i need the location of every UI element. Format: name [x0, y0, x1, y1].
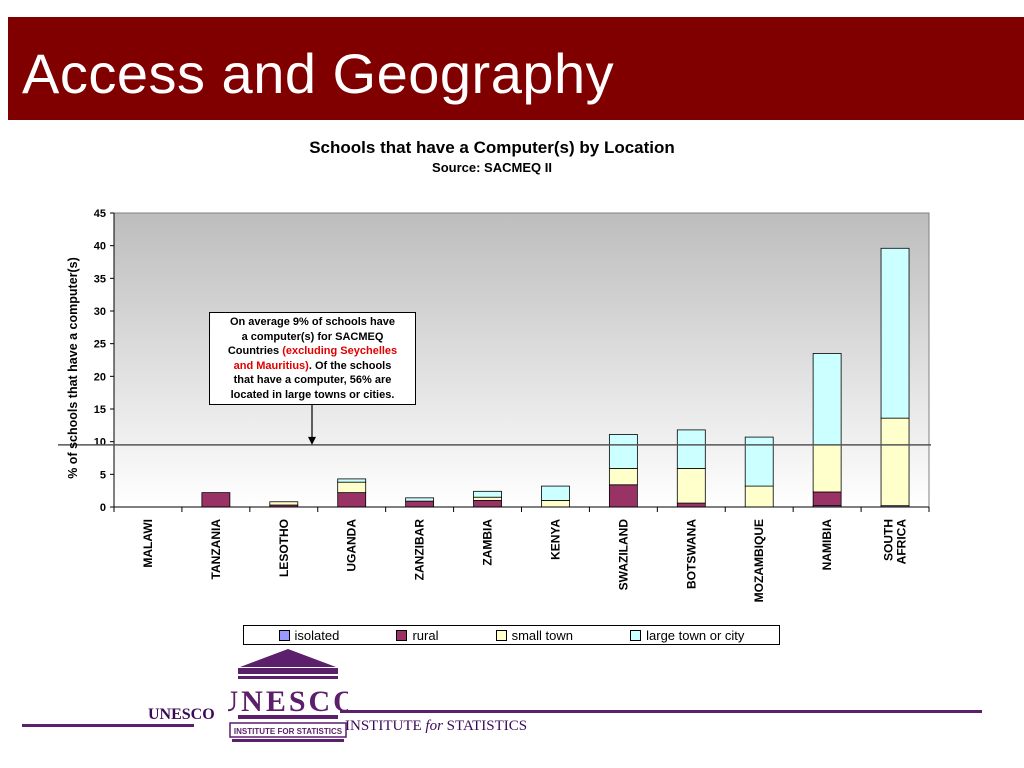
y-tick-label: 5 — [100, 469, 106, 481]
bar-small-town — [473, 496, 502, 501]
legend-label-isolated: isolated — [294, 627, 340, 643]
y-tick-label: 10 — [94, 437, 106, 449]
bar-small-town — [676, 468, 706, 504]
y-tick-label: 25 — [94, 339, 106, 351]
bar-large-town-or-city — [473, 490, 502, 498]
x-tick-label: ZAMBIA — [481, 519, 495, 566]
x-axis: MALAWI TANZANIA LESOTHO UGANDA ZANZIBAR ZAMBI… — [113, 506, 930, 602]
annotation-line-3: Countries — [227, 345, 283, 357]
institute-suffix: STATISTICS — [442, 718, 528, 734]
x-tick-label: SWAZILAND — [616, 519, 630, 591]
bar-small-town — [608, 468, 638, 486]
x-tick-label: TANZANIA — [209, 519, 223, 580]
chart: 0 5 10 15 20 25 30 35 40 45 MALAWI TANZANIA LESOTHO… — [58, 208, 931, 602]
slide-title: Access and Geography — [22, 42, 615, 105]
y-tick-label: 15 — [94, 404, 106, 416]
unesco-wordmark: UNESCO — [148, 706, 215, 723]
x-tick-label: KENYA — [548, 519, 562, 560]
legend-item-rural: rural — [396, 628, 438, 643]
logo-bottom-bar — [232, 739, 344, 742]
y-tick-label: 20 — [94, 371, 106, 383]
legend-item-small-town: small town — [495, 627, 574, 643]
bar-rural — [676, 502, 706, 508]
bar-small-town — [337, 481, 367, 494]
bar-large-town-or-city — [608, 434, 638, 469]
logo-subtext: INSTITUTE FOR STATISTICS — [234, 727, 343, 736]
legend-swatch-small-town — [495, 629, 507, 641]
bar-small-town — [744, 485, 774, 508]
chart-subtitle: Source: SACMEQ II — [432, 160, 552, 175]
bar-rural — [608, 484, 638, 508]
y-tick-label: 40 — [94, 241, 106, 253]
legend: isolated rural small town large town or … — [243, 625, 780, 645]
title-banner: Access and Geography — [8, 17, 1024, 120]
annotation-line-2: a computer(s) for SACMEQ — [241, 330, 384, 343]
logo-base — [238, 715, 338, 719]
x-tick-label: UGANDA — [345, 519, 359, 572]
annotation-line-4: . Of the schools — [308, 359, 392, 372]
bar-small-town — [269, 501, 299, 506]
annotation-line-5: that have a computer, 56% are — [233, 374, 392, 386]
bar-large-town-or-city — [812, 353, 842, 446]
logo-architrave-lower — [238, 676, 338, 679]
annotation-highlight-2: and Mauritius) — [233, 359, 309, 372]
bar-small-town — [812, 444, 842, 493]
institute-name: INSTITUTE for STATISTICS — [345, 718, 527, 735]
bar-rural — [812, 491, 842, 507]
bar-large-town-or-city — [405, 497, 435, 502]
bars — [201, 247, 910, 508]
y-tick-label: 45 — [94, 208, 106, 220]
legend-label-large-town: large town or city — [646, 627, 745, 643]
bar-large-town-or-city — [541, 485, 570, 501]
x-tick-label: MOZAMBIQUE — [752, 519, 766, 602]
institute-for: for — [425, 718, 443, 734]
legend-swatch-isolated — [278, 629, 290, 641]
logo-pediment — [240, 649, 336, 667]
bar-rural — [405, 500, 435, 508]
legend-swatch-large-town — [630, 629, 642, 641]
bar-rural — [473, 500, 502, 508]
logo-subtext-box — [229, 722, 347, 738]
bar-large-town-or-city — [337, 478, 367, 483]
y-tick-label: 35 — [94, 273, 106, 285]
annotation-line-6: located in large towns or cities. — [230, 388, 395, 401]
institute-prefix: INSTITUTE — [345, 718, 426, 734]
footer-line-right — [340, 710, 982, 713]
x-tick-label: LESOTHO — [277, 519, 291, 577]
y-tick-label: 0 — [100, 502, 106, 514]
chart-title: Schools that have a Computer(s) by Locat… — [309, 138, 675, 157]
x-tick-label: MALAWI — [141, 519, 155, 568]
bar-rural — [337, 492, 367, 508]
bar-small-town — [880, 417, 910, 507]
legend-swatch-rural — [396, 629, 408, 641]
annotation-highlight-1: (excluding Seychelles — [282, 345, 398, 357]
legend-item-isolated: isolated — [278, 627, 340, 643]
y-tick-label: 30 — [94, 306, 106, 318]
legend-item-large-town: large town or city — [630, 628, 744, 643]
annotation-box: On average 9% of schools have a computer… — [209, 312, 416, 405]
annotation-line-1: On average 9% of schools have — [229, 316, 396, 328]
bar-large-town-or-city — [676, 429, 706, 469]
x-tick-label: ZANZIBAR — [413, 519, 427, 581]
bar-rural — [201, 492, 231, 508]
footer-line-left — [22, 724, 194, 727]
bar-small-town — [541, 500, 570, 508]
x-tick-label: NAMIBIA — [820, 519, 834, 571]
bar-large-town-or-city — [880, 247, 910, 419]
logo-letters: UNESCO — [228, 685, 348, 718]
unesco-logo: UNESCO INSTITUTE FOR STATISTICS — [228, 649, 348, 742]
y-axis-label: % of schools that have a computer(s) — [66, 257, 80, 479]
y-axis: 0 5 10 15 20 25 30 35 40 45 — [94, 208, 115, 514]
legend-label-rural: rural — [412, 627, 439, 643]
annotation-arrow-head — [308, 436, 316, 445]
legend-label-small-town: small town — [511, 627, 574, 643]
logo-architrave — [238, 668, 338, 674]
x-tick-label: SOUTHAFRICA — [882, 519, 909, 565]
x-tick-label: BOTSWANA — [684, 519, 698, 589]
